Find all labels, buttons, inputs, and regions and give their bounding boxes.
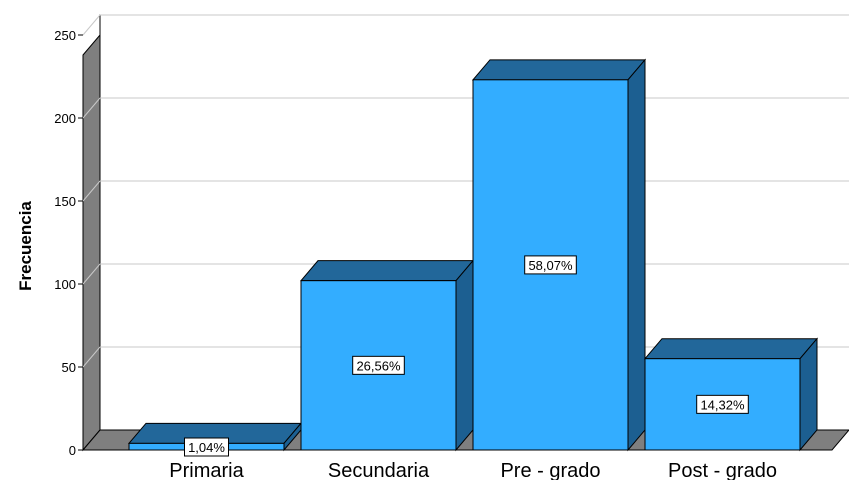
side-wall [82,33,101,452]
gridline-side [82,14,101,36]
bar-top-face [643,338,819,360]
data-label: 1,04% [184,437,229,457]
data-label: 14,32% [696,394,749,414]
data-label-text: 14,32% [700,397,745,412]
gridline-side [82,263,101,285]
x-tick-label: Pre - grado [500,460,600,480]
data-label-box [184,437,229,457]
y-tick-label: 0 [69,443,76,458]
x-axis-labels: Primaria Secundaria Pre - grado Post - grad… [169,460,777,480]
bar-secundaria [299,259,475,452]
data-label: 58,07% [524,255,577,275]
data-label-text: 1,04% [188,440,225,455]
gridline-side [82,180,101,202]
x-tick-label: Secundaria [328,460,430,480]
bar-side-face [455,259,474,452]
data-label-text: 58,07% [528,258,573,273]
x-tick-label: Post - grado [668,460,777,480]
bar-side-face [627,58,646,452]
bar-side-face [799,337,818,452]
data-label-text: 26,56% [356,358,401,373]
data-label-box [524,255,577,275]
bar-top-face [471,59,647,81]
y-tick-label: 50 [62,360,76,375]
gridline-side [82,97,101,119]
data-label-box [352,355,405,375]
data-label-box [696,394,749,414]
bar-top-face [299,260,475,282]
y-axis-ticks: 0 50 100 150 200 250 [54,28,83,458]
bar-pre-grado [471,58,647,452]
gridline-side [82,346,101,368]
bar-post-grado [643,337,819,452]
data-label: 26,56% [352,355,405,375]
data-labels: 1,04% 26,56% 58,07% 14,32% [184,255,749,457]
y-tick-label: 250 [54,28,76,43]
x-tick-label: Primaria [169,460,244,480]
y-tick-label: 200 [54,111,76,126]
y-tick-label: 100 [54,277,76,292]
y-tick-label: 150 [54,194,76,209]
y-axis-title: Frecuencia [16,201,35,291]
